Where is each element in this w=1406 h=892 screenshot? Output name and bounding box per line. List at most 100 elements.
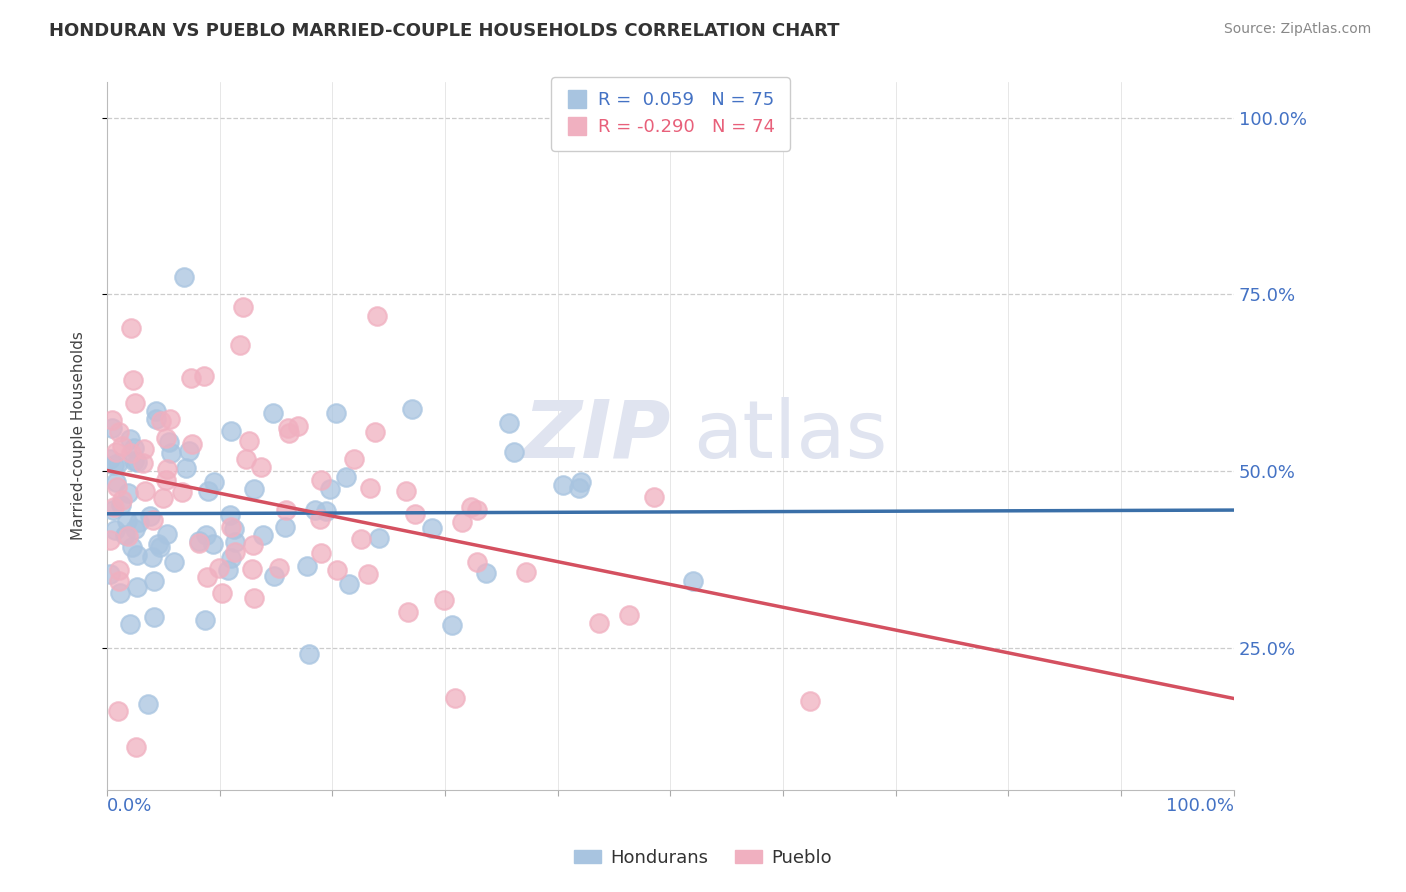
Point	[243, 482, 266, 496]
Point	[139, 509, 162, 524]
Point	[326, 563, 349, 577]
Point	[682, 574, 704, 588]
Point	[197, 483, 219, 498]
Point	[155, 473, 177, 487]
Point	[396, 605, 419, 619]
Point	[103, 500, 125, 515]
Point	[193, 369, 215, 384]
Point	[222, 522, 245, 536]
Text: 100.0%: 100.0%	[1166, 797, 1234, 814]
Point	[395, 484, 418, 499]
Point	[319, 482, 342, 496]
Point	[101, 420, 124, 434]
Point	[335, 469, 357, 483]
Point	[157, 435, 180, 450]
Point	[404, 508, 426, 522]
Point	[357, 567, 380, 582]
Point	[359, 481, 381, 495]
Point	[308, 512, 330, 526]
Point	[108, 586, 131, 600]
Point	[195, 570, 218, 584]
Point	[208, 561, 231, 575]
Text: HONDURAN VS PUEBLO MARRIED-COUPLE HOUSEHOLDS CORRELATION CHART: HONDURAN VS PUEBLO MARRIED-COUPLE HOUSEH…	[49, 22, 839, 40]
Point	[124, 396, 146, 410]
Point	[274, 503, 297, 517]
Point	[194, 613, 217, 627]
Point	[149, 540, 172, 554]
Point	[201, 537, 224, 551]
Point	[134, 483, 156, 498]
Point	[440, 618, 463, 632]
Point	[224, 545, 246, 559]
Point	[107, 704, 129, 718]
Point	[117, 529, 139, 543]
Point	[110, 498, 132, 512]
Point	[124, 522, 146, 536]
Point	[250, 460, 273, 475]
Point	[588, 615, 610, 630]
Point	[141, 549, 163, 564]
Point	[368, 531, 391, 545]
Point	[551, 478, 574, 492]
Point	[156, 462, 179, 476]
Point	[325, 406, 347, 420]
Point	[277, 421, 299, 435]
Point	[401, 402, 423, 417]
Point	[100, 451, 122, 466]
Point	[128, 515, 150, 529]
Point	[101, 413, 124, 427]
Point	[156, 527, 179, 541]
Point	[262, 406, 284, 420]
Point	[117, 486, 139, 500]
Point	[366, 309, 388, 323]
Text: 0.0%: 0.0%	[107, 797, 152, 814]
Text: Source: ZipAtlas.com: Source: ZipAtlas.com	[1223, 22, 1371, 37]
Point	[515, 565, 537, 579]
Point	[217, 563, 239, 577]
Point	[224, 535, 246, 549]
Point	[242, 538, 264, 552]
Point	[142, 609, 165, 624]
Point	[107, 456, 129, 470]
Point	[111, 439, 134, 453]
Point	[114, 528, 136, 542]
Point	[243, 591, 266, 605]
Point	[219, 508, 242, 523]
Point	[100, 533, 122, 547]
Point	[643, 491, 665, 505]
Point	[188, 533, 211, 548]
Point	[122, 373, 145, 387]
Point	[443, 691, 465, 706]
Point	[433, 592, 456, 607]
Point	[127, 548, 149, 562]
Point	[170, 484, 193, 499]
Point	[142, 574, 165, 589]
Point	[118, 433, 141, 447]
Point	[278, 425, 301, 440]
Point	[465, 503, 488, 517]
Point	[107, 563, 129, 577]
Point	[104, 523, 127, 537]
Point	[145, 403, 167, 417]
Point	[145, 412, 167, 426]
Point	[343, 452, 366, 467]
Point	[146, 537, 169, 551]
Point	[195, 528, 218, 542]
Point	[311, 473, 333, 487]
Point	[799, 693, 821, 707]
Point	[118, 616, 141, 631]
Point	[229, 338, 252, 352]
Point	[121, 540, 143, 554]
Point	[103, 503, 125, 517]
Point	[240, 562, 263, 576]
Point	[617, 607, 640, 622]
Point	[159, 412, 181, 426]
Point	[465, 555, 488, 569]
Point	[125, 455, 148, 469]
Point	[142, 512, 165, 526]
Point	[120, 446, 142, 460]
Point	[503, 444, 526, 458]
Point	[187, 536, 209, 550]
Point	[221, 520, 243, 534]
Point	[105, 480, 128, 494]
